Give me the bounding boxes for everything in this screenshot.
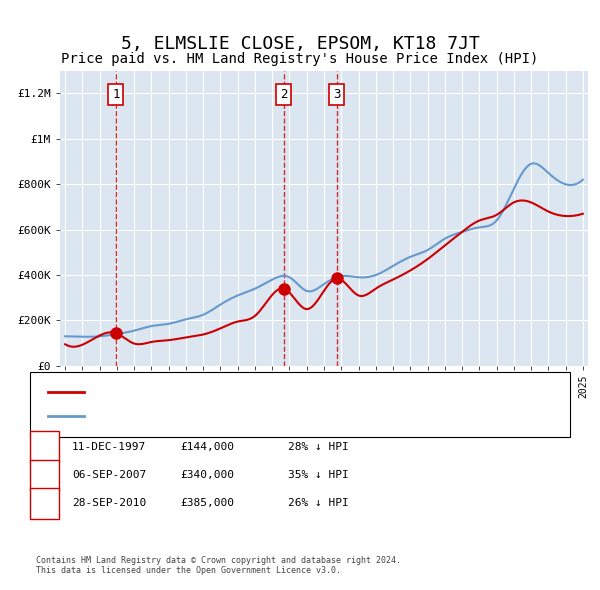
Text: 2: 2 <box>280 88 288 101</box>
Text: 3: 3 <box>333 88 341 101</box>
Text: Price paid vs. HM Land Registry's House Price Index (HPI): Price paid vs. HM Land Registry's House … <box>61 52 539 66</box>
Text: 28% ↓ HPI: 28% ↓ HPI <box>288 442 349 451</box>
Text: 1: 1 <box>112 88 119 101</box>
Text: £385,000: £385,000 <box>180 499 234 508</box>
Text: 28-SEP-2010: 28-SEP-2010 <box>72 499 146 508</box>
Text: 26% ↓ HPI: 26% ↓ HPI <box>288 499 349 508</box>
Text: 11-DEC-1997: 11-DEC-1997 <box>72 442 146 451</box>
Text: £340,000: £340,000 <box>180 470 234 480</box>
Text: £144,000: £144,000 <box>180 442 234 451</box>
Text: Contains HM Land Registry data © Crown copyright and database right 2024.
This d: Contains HM Land Registry data © Crown c… <box>36 556 401 575</box>
Text: 5, ELMSLIE CLOSE, EPSOM, KT18 7JT: 5, ELMSLIE CLOSE, EPSOM, KT18 7JT <box>121 35 479 53</box>
Text: HPI: Average price, detached house, Epsom and Ewell: HPI: Average price, detached house, Epso… <box>90 411 409 421</box>
Text: 3: 3 <box>41 499 48 508</box>
Text: 35% ↓ HPI: 35% ↓ HPI <box>288 470 349 480</box>
Text: 5, ELMSLIE CLOSE, EPSOM, KT18 7JT (detached house): 5, ELMSLIE CLOSE, EPSOM, KT18 7JT (detac… <box>90 388 403 398</box>
Text: 06-SEP-2007: 06-SEP-2007 <box>72 470 146 480</box>
Text: 2: 2 <box>41 470 48 480</box>
Text: 1: 1 <box>41 442 48 451</box>
